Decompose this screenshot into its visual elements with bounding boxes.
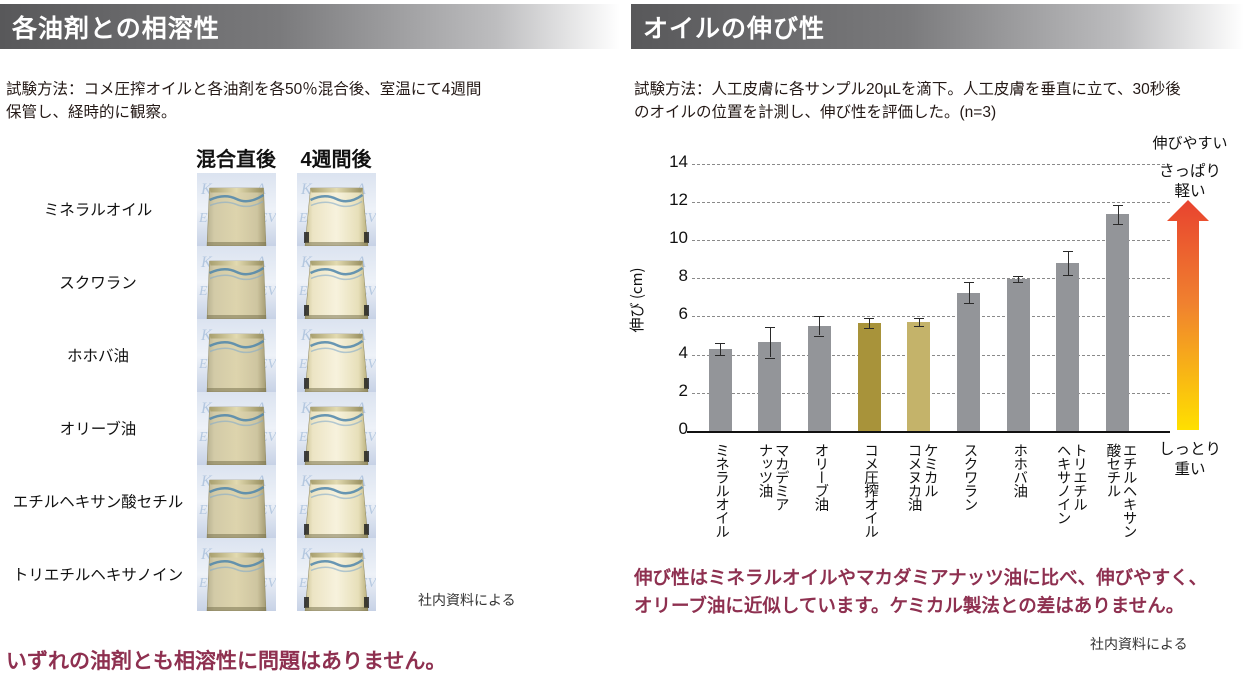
svg-text:伸び (cm): 伸び (cm) [626,267,647,332]
